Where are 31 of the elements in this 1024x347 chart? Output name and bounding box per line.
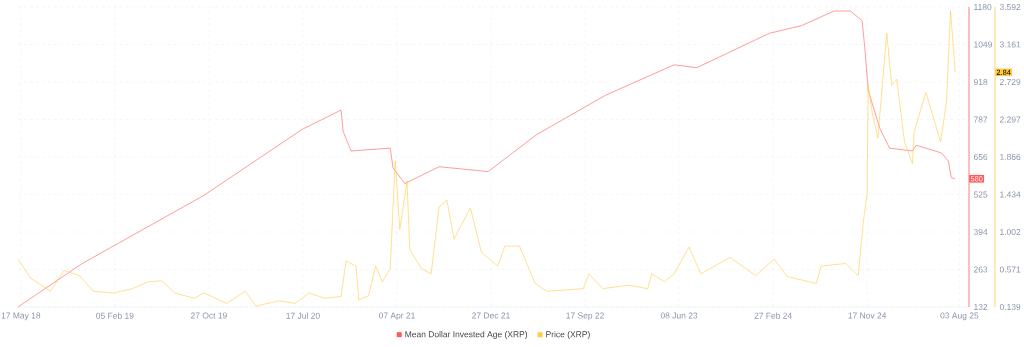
y2-tick-label: 0.571 <box>999 266 1021 273</box>
legend-label: Price (XRP) <box>546 331 590 339</box>
x-tick-label: 05 Feb 19 <box>96 312 134 319</box>
y2-tick-label: 1.434 <box>1000 191 1021 198</box>
y-tick-label: 525 <box>973 191 988 198</box>
y-tick-label: 263 <box>973 266 988 273</box>
x-tick-label: 27 Dec 21 <box>472 312 510 319</box>
y-tick-label: 394 <box>973 229 988 235</box>
x-tick-label: 17 Nov 24 <box>848 312 887 319</box>
x-tick-label: 08 Jun 23 <box>660 312 698 319</box>
y-tick-label: 1049 <box>974 41 992 48</box>
x-tick-label: 17 May 18 <box>1 312 41 321</box>
y-tick-label: 656 <box>973 154 988 160</box>
y-tick-label: 1180 <box>974 4 992 10</box>
y-tick-label: 132 <box>974 304 988 310</box>
x-tick-label: 27 Oct 19 <box>190 312 227 319</box>
y-tick-label: 787 <box>973 116 988 123</box>
legend-label: Mean Dollar Invested Age (XRP) <box>405 331 528 339</box>
y2-tick-label: 2.297 <box>999 116 1021 123</box>
y2-tick-label: 0.139 <box>999 304 1021 310</box>
y2-tick-label: 3.592 <box>999 4 1021 10</box>
y-tick-label: 918 <box>973 79 988 85</box>
y2-tick-label: 2.729 <box>999 78 1021 85</box>
x-tick-label: 03 Aug 25 <box>940 312 979 321</box>
x-tick-label: 17 Sep 22 <box>566 312 604 321</box>
x-tick-label: 07 Apr 21 <box>378 312 415 321</box>
y2-tick-label: 1.866 <box>1000 153 1021 160</box>
x-tick-label: 27 Feb 24 <box>754 312 792 319</box>
y2-tick-label: 1.002 <box>1000 229 1021 236</box>
x-tick-label: 17 Jul 20 <box>286 312 320 319</box>
y2-tick-label: 3.161 <box>999 41 1021 48</box>
